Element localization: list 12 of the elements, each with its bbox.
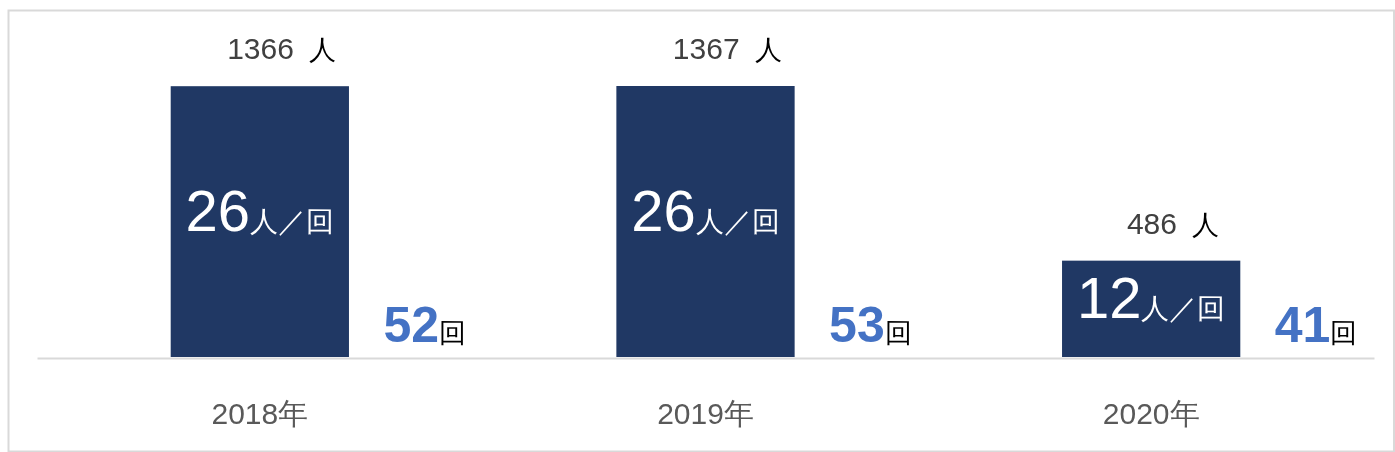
x-tick-label: 2020年 <box>1102 397 1200 430</box>
annotation: 52回 <box>383 297 467 353</box>
annotation: 26人／回 <box>631 177 780 243</box>
x-tick-label: 2018年 <box>211 397 309 430</box>
annotation: 26人／回 <box>185 177 335 243</box>
annotation: 53回 <box>829 297 912 353</box>
data-label: 1367 人 <box>672 32 783 65</box>
annotation: 41回 <box>1274 297 1358 353</box>
x-tick-label: 2019年 <box>657 397 754 430</box>
annotation: 12人／回 <box>1076 264 1226 330</box>
data-label: 1366 人 <box>227 32 337 66</box>
data-label: 486 人 <box>1126 206 1220 240</box>
